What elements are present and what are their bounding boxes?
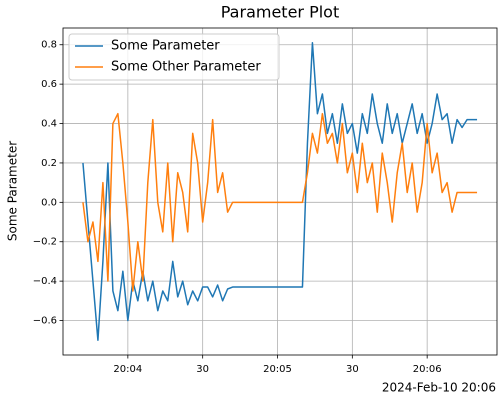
y-tick-label: 0.2 (41, 158, 57, 169)
plot-frame (62, 27, 498, 356)
chart-title: Parameter Plot (221, 3, 339, 22)
y-tick-label: 0.8 (41, 40, 57, 51)
series-line (82, 42, 478, 341)
y-tick-label: 0.6 (41, 79, 57, 90)
legend-label: Some Parameter (111, 39, 220, 54)
y-tick-label: 0.4 (41, 119, 57, 130)
legend-box (68, 33, 280, 81)
x-tick-label: 20:04 (113, 364, 142, 375)
series-line (82, 112, 478, 292)
y-tick-label: 0.0 (41, 197, 57, 208)
y-axis-label: Some Parameter (6, 141, 20, 241)
y-tick-label: −0.4 (33, 276, 57, 287)
x-tick-label: 20:05 (263, 364, 292, 375)
y-tick-label: −0.2 (33, 237, 57, 248)
x-tick-label: 30 (196, 364, 209, 375)
x-tick-label: 20:06 (413, 364, 442, 375)
legend-label: Some Other Parameter (111, 60, 261, 75)
x-offset-label: 2024-Feb-10 20:06 (382, 381, 496, 395)
y-tick-label: −0.6 (33, 316, 57, 327)
x-tick-label: 30 (346, 364, 359, 375)
